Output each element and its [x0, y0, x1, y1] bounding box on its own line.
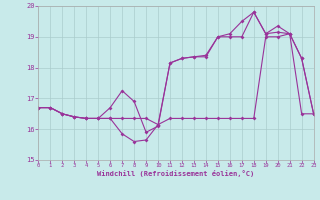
X-axis label: Windchill (Refroidissement éolien,°C): Windchill (Refroidissement éolien,°C)	[97, 170, 255, 177]
